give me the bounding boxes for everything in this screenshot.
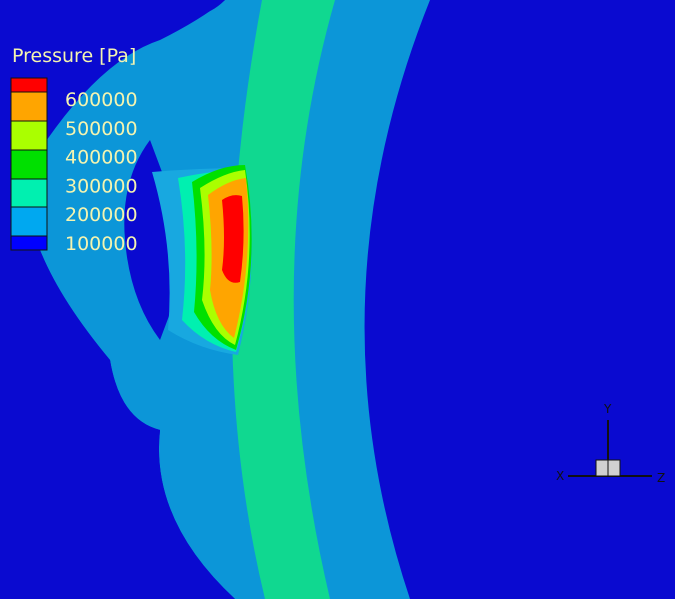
legend-label: 600000 (65, 89, 138, 111)
z-axis-label: Z (657, 471, 665, 485)
axis-triad[interactable]: Y X Z (556, 402, 665, 485)
legend-swatch (10, 206, 48, 237)
dark-blue-patch (0, 250, 235, 599)
legend-swatch (10, 178, 48, 208)
legend-swatch (10, 77, 48, 93)
legend-label: 400000 (65, 147, 138, 169)
green-band (231, 0, 335, 599)
legend-label: 200000 (65, 204, 138, 226)
legend-label: 500000 (65, 118, 138, 140)
x-axis-label: X (556, 469, 564, 483)
y-axis-label: Y (603, 402, 612, 416)
dark-blue-patch (175, 0, 225, 15)
legend-swatch (10, 91, 48, 122)
legend-label: 100000 (65, 233, 138, 255)
legend-title: Pressure [Pa] (12, 45, 136, 67)
pressure-body (152, 165, 253, 355)
legend-swatch (10, 235, 48, 251)
legend-swatch (10, 120, 48, 151)
legend-swatch (10, 149, 48, 180)
legend-label: 300000 (65, 175, 138, 197)
color-legend: Pressure [Pa] 600000 500000 400000 300000 20… (10, 45, 138, 255)
